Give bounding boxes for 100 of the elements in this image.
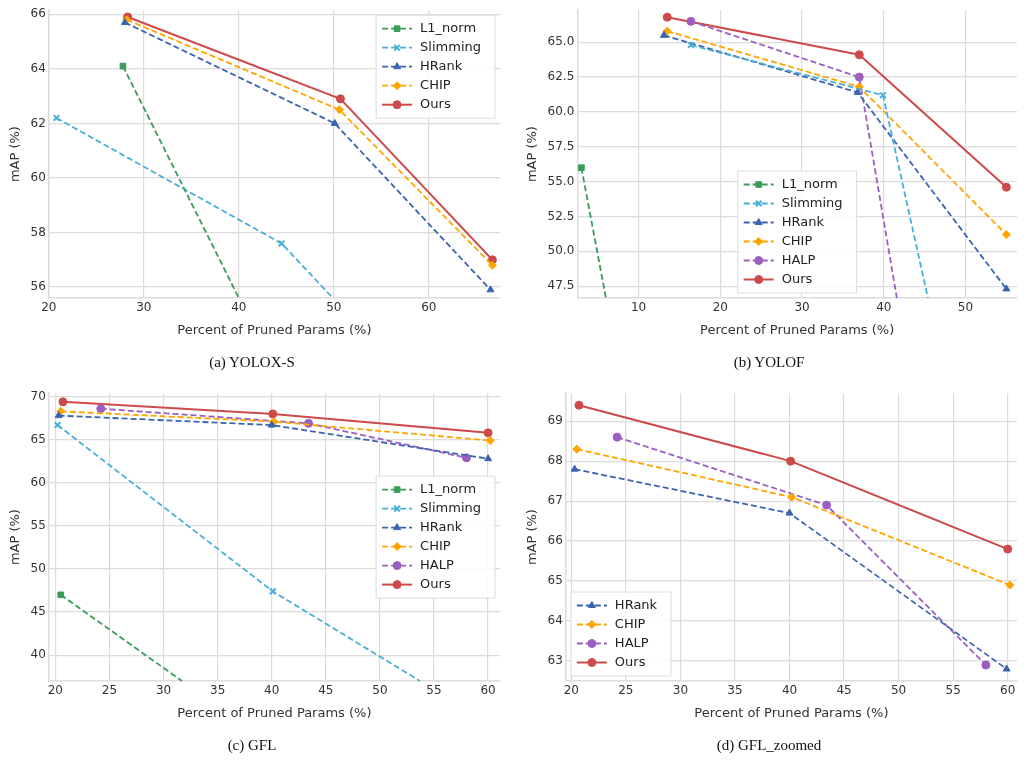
x-tick-label: 35 [210, 683, 226, 698]
point [785, 508, 794, 516]
legend-label: L1_norm [781, 175, 838, 191]
y-tick-label: 63 [547, 653, 563, 668]
y-tick-label: 65 [547, 573, 563, 588]
y-tick-label: 40 [30, 647, 46, 662]
point [612, 432, 622, 442]
y-tick-label: 55 [30, 518, 46, 533]
y-tick-label: 62.5 [547, 69, 575, 84]
x-tick-label: 30 [136, 300, 152, 315]
x-tick-label: 60 [421, 300, 437, 315]
point [58, 397, 68, 407]
x-tick-label: 30 [794, 300, 810, 315]
legend-label: CHIP [420, 77, 451, 93]
point [334, 105, 344, 115]
y-tick-label: 62 [30, 115, 46, 130]
point [486, 285, 495, 293]
y-tick-label: 56 [30, 279, 46, 294]
x-axis-title: Percent of Pruned Params (%) [177, 321, 372, 337]
point [487, 260, 497, 270]
x-tick-label: 30 [672, 683, 689, 698]
y-tick-label: 50 [30, 561, 46, 576]
x-tick-label: 50 [372, 683, 388, 698]
point [330, 118, 339, 126]
legend-label: CHIP [781, 232, 813, 248]
y-tick-label: 55.0 [547, 173, 575, 188]
point [277, 239, 286, 248]
legend-label: Slimming [420, 499, 481, 515]
y-tick-label: 64 [547, 613, 563, 628]
point [570, 464, 579, 472]
y-axis-title: mAP (%) [524, 126, 540, 183]
x-tick-label: 20 [41, 300, 57, 315]
y-tick-label: 47.5 [547, 278, 575, 293]
y-tick-label: 67 [547, 493, 563, 508]
point [1001, 182, 1011, 192]
y-axis-title: mAP (%) [7, 509, 23, 566]
point [981, 660, 991, 670]
x-tick-label: 50 [890, 683, 907, 698]
point [485, 436, 495, 446]
y-tick-label: 69 [547, 413, 563, 428]
legend-label: Ours [420, 96, 451, 112]
x-axis-title: Percent of Pruned Params (%) [177, 704, 372, 720]
y-tick-label: 60 [30, 474, 46, 489]
legend-label: Ours [781, 270, 813, 286]
point [1005, 580, 1015, 590]
x-tick-label: 50 [326, 300, 342, 315]
y-tick-label: 57.5 [547, 138, 575, 153]
y-tick-label: 70 [30, 388, 46, 403]
y-tick-label: 66 [547, 533, 563, 548]
legend-label: Slimming [781, 194, 843, 210]
y-tick-label: 64 [30, 60, 46, 75]
text: (a) YOLOX-S [209, 353, 295, 371]
legend-label: Ours [420, 575, 451, 591]
point [572, 444, 582, 454]
text: (d) GFL_zoomed [716, 736, 822, 754]
x-tick-label: 40 [264, 683, 280, 698]
x-tick-label: 55 [426, 683, 442, 698]
x-tick-label: 40 [231, 300, 247, 315]
x-tick-label: 50 [957, 300, 974, 315]
point [787, 492, 797, 502]
point [854, 50, 864, 60]
point [1003, 544, 1013, 554]
point [54, 411, 63, 419]
y-tick-label: 65 [30, 431, 46, 446]
y-tick-label: 50.0 [547, 243, 575, 258]
y-tick-label: 52.5 [547, 208, 575, 223]
legend-label: CHIP [614, 615, 646, 631]
point [268, 409, 278, 419]
point [96, 404, 106, 414]
text: (c) GFL [227, 736, 277, 754]
y-axis-title: mAP (%) [524, 509, 540, 566]
y-tick-label: 45 [30, 604, 46, 619]
x-tick-label: 25 [101, 683, 118, 698]
point [578, 164, 585, 172]
x-tick-label: 20 [47, 683, 63, 698]
y-tick-label: 65.0 [547, 34, 575, 49]
legend-label: HALP [420, 556, 455, 572]
x-tick-label: 20 [712, 300, 728, 315]
point [822, 500, 832, 510]
text: (b) YOLOF [733, 353, 805, 371]
point [483, 428, 493, 438]
point [662, 12, 672, 22]
y-tick-label: 66 [30, 6, 46, 21]
y-tick-label: 60 [30, 170, 46, 185]
x-tick-label: 60 [480, 683, 496, 698]
x-axis-title: Percent of Pruned Params (%) [694, 704, 889, 720]
y-axis-title: mAP (%) [7, 126, 23, 183]
point [119, 62, 127, 70]
x-tick-label: 10 [630, 300, 647, 315]
legend-label: HRank [420, 58, 463, 74]
point [686, 16, 696, 26]
y-tick-label: 58 [30, 224, 46, 239]
x-tick-label: 40 [781, 683, 798, 698]
x-tick-label: 45 [318, 683, 334, 698]
legend-label: CHIP [420, 537, 451, 553]
x-tick-label: 30 [155, 683, 172, 698]
legend-label: HRank [781, 213, 825, 229]
point [574, 400, 584, 410]
point [57, 591, 65, 599]
legend-label: HALP [781, 251, 816, 267]
